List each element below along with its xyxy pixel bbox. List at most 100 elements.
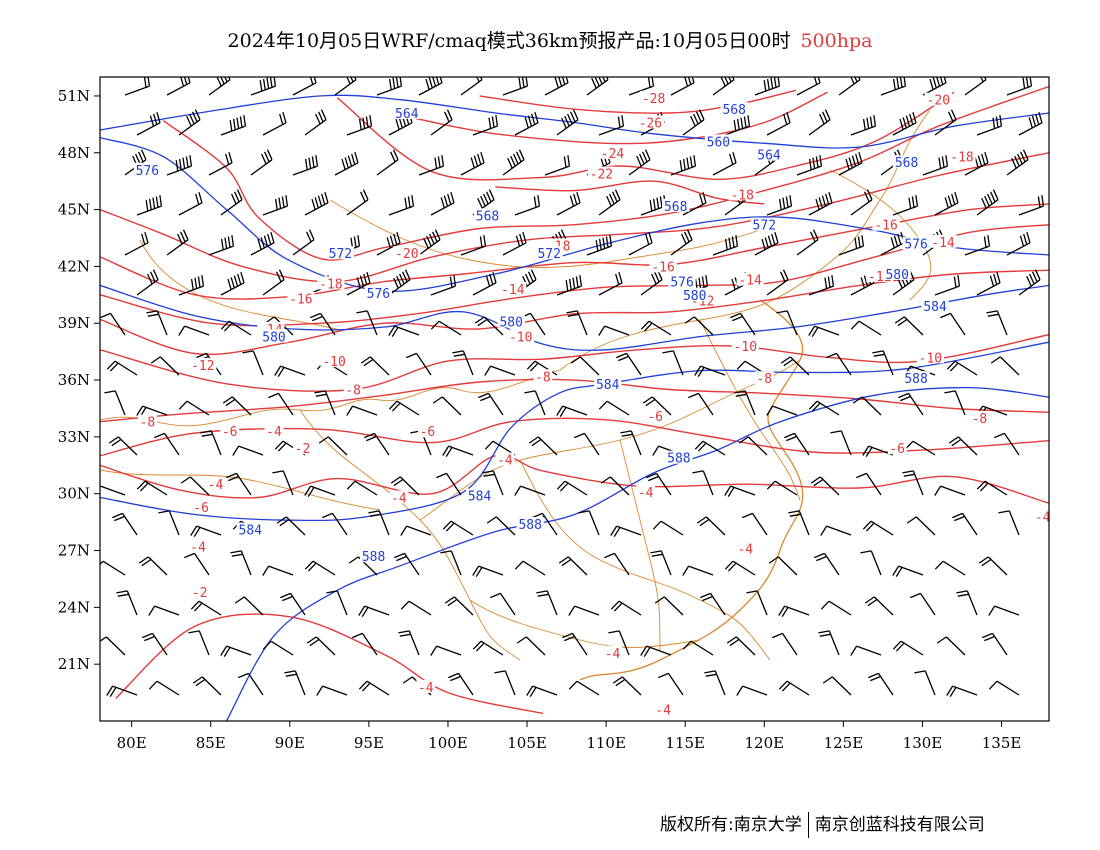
label-background xyxy=(326,246,354,260)
wind-barb xyxy=(990,356,1020,376)
geopotential-label: 588 xyxy=(667,452,690,467)
label-background xyxy=(206,477,225,491)
geopotential-contours xyxy=(100,94,1049,721)
wind-barb xyxy=(976,189,999,216)
temperature-label: -4 xyxy=(418,681,434,696)
label-background xyxy=(533,369,553,383)
x-tick-label: 125E xyxy=(824,734,864,752)
temperature-contours xyxy=(100,85,1049,715)
wind-barb xyxy=(922,155,949,176)
y-tick-label: 45N xyxy=(58,201,90,219)
wind-barb xyxy=(238,672,264,696)
wind-barb xyxy=(934,109,957,136)
wind-barb xyxy=(474,316,504,336)
temperature-label: -4 xyxy=(208,478,224,493)
geopotential-label: 572 xyxy=(329,247,352,262)
wind-barb xyxy=(544,77,569,96)
y-tick-label: 24N xyxy=(58,598,90,616)
wind-barb xyxy=(934,192,959,216)
y-tick-label: 27N xyxy=(58,542,90,560)
y-tick-label: 33N xyxy=(58,428,90,446)
x-tick-label: 115E xyxy=(665,734,705,752)
wind-barb xyxy=(952,512,978,536)
wind-barb xyxy=(742,512,768,536)
label-background xyxy=(728,187,756,201)
wind-barb xyxy=(738,436,768,456)
label-background xyxy=(916,350,944,364)
temperature-contour-line xyxy=(162,85,1049,261)
label-background xyxy=(188,539,208,553)
wind-barb xyxy=(956,590,978,616)
wind-barb xyxy=(262,565,294,576)
wind-barb xyxy=(556,480,588,496)
footer: 版权所有:南京大学 南京创蓝科技有限公司 xyxy=(660,810,985,838)
x-tick-label: 80E xyxy=(117,734,147,752)
wind-barb xyxy=(268,392,294,416)
label-background xyxy=(293,441,312,455)
wind-barb xyxy=(766,195,793,216)
label-background xyxy=(320,354,348,368)
wind-barb xyxy=(642,396,672,416)
temperature-label: -14 xyxy=(501,283,525,298)
label-background xyxy=(138,414,157,428)
wind-barb xyxy=(528,436,558,456)
wind-barb xyxy=(192,676,222,696)
wind-barb xyxy=(166,229,189,256)
wind-barb xyxy=(556,275,583,296)
temperature-label: -24 xyxy=(601,147,625,162)
wind-barb xyxy=(894,316,924,336)
label-background xyxy=(681,287,709,301)
y-tick-label: 42N xyxy=(58,257,90,275)
label-background xyxy=(497,314,525,328)
wind-barb xyxy=(712,235,739,256)
wind-barb xyxy=(430,275,457,296)
wind-barb xyxy=(524,390,546,416)
wind-barb xyxy=(190,525,222,538)
wind-barb xyxy=(944,390,966,416)
plot-frame xyxy=(99,76,1050,722)
temperature-label: -26 xyxy=(639,117,662,132)
x-tick-label: 100E xyxy=(428,734,468,752)
geopotential-label: 584 xyxy=(596,378,620,393)
wind-barb xyxy=(356,310,378,336)
wind-barb xyxy=(796,155,823,176)
geopotential-label: 560 xyxy=(707,135,730,150)
wind-barb xyxy=(502,77,529,96)
wind-barb xyxy=(610,525,642,538)
temperature-contour-line xyxy=(100,152,1049,283)
geopotential-label: 576 xyxy=(367,287,390,302)
y-tick-label: 48N xyxy=(58,144,90,162)
wind-barb xyxy=(304,560,336,576)
longitude-axis: 80E 85E 90E 95E 100E 105E 110E 115E 120E 125E 130E… xyxy=(117,721,1021,752)
wind-barb xyxy=(334,152,359,176)
wind-barb xyxy=(106,685,138,698)
temperature-label: -10 xyxy=(919,351,942,366)
wind-barb xyxy=(232,445,264,456)
wind-barb xyxy=(388,325,420,338)
wind-barb xyxy=(712,77,735,96)
wind-barb xyxy=(490,592,516,616)
x-tick-label: 130E xyxy=(903,734,943,752)
label-background xyxy=(735,541,755,555)
temperature-label: -2 xyxy=(295,442,311,457)
wind-barb xyxy=(148,605,180,616)
wind-barb xyxy=(460,152,485,176)
geopotential-label: 576 xyxy=(904,238,927,253)
wind-barb xyxy=(670,77,695,96)
copyright-text: 版权所有:南京大学 xyxy=(660,815,802,835)
wind-barb xyxy=(292,77,317,96)
wind-barb xyxy=(796,229,819,256)
label-background xyxy=(893,155,921,169)
y-tick-label: 51N xyxy=(58,87,90,105)
geopotential-label: 584 xyxy=(923,300,947,315)
wind-barb xyxy=(754,77,781,96)
wind-barb xyxy=(314,390,336,416)
title-text: 2024年10月05日WRF/cmaq模式36km预报产品:10月05日00时 xyxy=(227,30,791,52)
label-background xyxy=(594,376,622,390)
wind-barb xyxy=(598,189,621,216)
label-background xyxy=(418,424,437,438)
wind-barb xyxy=(418,229,441,256)
x-tick-label: 110E xyxy=(586,734,626,752)
wind-barb xyxy=(322,512,348,536)
wind-barb xyxy=(684,316,714,336)
